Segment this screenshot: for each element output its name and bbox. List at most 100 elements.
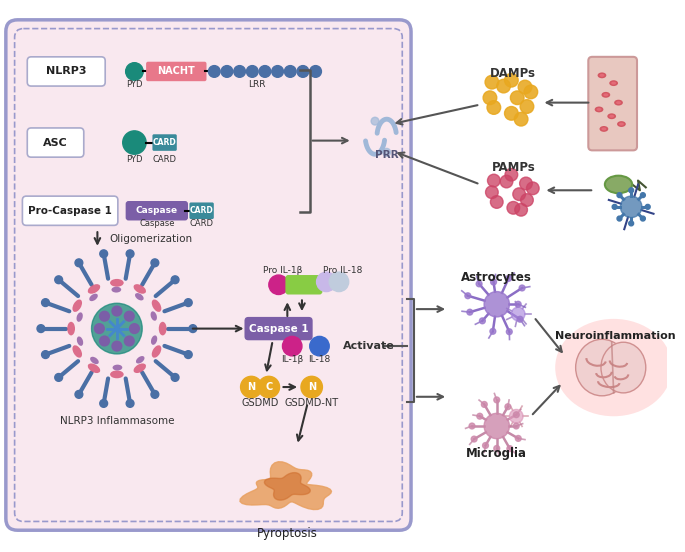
Ellipse shape <box>67 322 75 336</box>
Circle shape <box>527 182 539 195</box>
Circle shape <box>126 250 134 258</box>
Text: Pro-Caspase 1: Pro-Caspase 1 <box>28 206 112 216</box>
Circle shape <box>240 376 262 398</box>
Circle shape <box>629 188 634 193</box>
Text: Caspase 1: Caspase 1 <box>249 323 308 333</box>
Ellipse shape <box>88 284 100 294</box>
Circle shape <box>316 272 336 291</box>
Text: PRR: PRR <box>375 150 399 160</box>
Ellipse shape <box>134 363 146 373</box>
Circle shape <box>506 329 512 335</box>
Circle shape <box>500 175 513 188</box>
Text: PYD: PYD <box>126 79 142 89</box>
Polygon shape <box>240 461 332 509</box>
Circle shape <box>517 316 523 322</box>
Ellipse shape <box>575 339 628 396</box>
Ellipse shape <box>152 300 162 312</box>
Circle shape <box>484 291 510 317</box>
FancyBboxPatch shape <box>23 196 118 225</box>
Text: Pro IL-1β: Pro IL-1β <box>263 266 302 275</box>
Circle shape <box>95 323 104 333</box>
Circle shape <box>640 216 645 221</box>
FancyBboxPatch shape <box>153 134 177 151</box>
Circle shape <box>123 131 146 154</box>
Circle shape <box>469 423 475 429</box>
Circle shape <box>629 221 634 226</box>
Text: IL-18: IL-18 <box>308 355 331 364</box>
Circle shape <box>507 201 520 214</box>
Ellipse shape <box>112 286 121 293</box>
Ellipse shape <box>152 345 162 358</box>
Circle shape <box>477 413 483 419</box>
Circle shape <box>617 193 622 198</box>
Circle shape <box>75 259 83 267</box>
Ellipse shape <box>616 101 621 104</box>
Text: Pro IL-18: Pro IL-18 <box>323 266 363 275</box>
Circle shape <box>471 436 477 442</box>
Ellipse shape <box>605 176 632 193</box>
Text: PAMPs: PAMPs <box>491 161 535 174</box>
Circle shape <box>171 276 179 284</box>
Text: Oligomerization: Oligomerization <box>109 234 192 244</box>
Circle shape <box>467 309 473 315</box>
Ellipse shape <box>601 342 646 393</box>
Circle shape <box>112 306 122 316</box>
Ellipse shape <box>617 121 626 127</box>
Circle shape <box>151 259 159 267</box>
Circle shape <box>520 177 532 190</box>
Ellipse shape <box>597 108 601 111</box>
Circle shape <box>617 216 622 221</box>
Circle shape <box>515 301 521 307</box>
Ellipse shape <box>110 279 124 286</box>
Ellipse shape <box>556 319 672 416</box>
Circle shape <box>55 374 62 381</box>
Text: Pyroptosis: Pyroptosis <box>257 527 318 540</box>
Ellipse shape <box>89 294 98 301</box>
Ellipse shape <box>609 115 614 118</box>
Circle shape <box>259 66 271 77</box>
Ellipse shape <box>597 72 606 78</box>
Ellipse shape <box>112 365 123 370</box>
Text: NLRP3 Inflammasome: NLRP3 Inflammasome <box>60 416 174 426</box>
Circle shape <box>476 281 482 287</box>
Circle shape <box>612 204 617 209</box>
Circle shape <box>208 66 220 77</box>
Ellipse shape <box>73 345 82 358</box>
Ellipse shape <box>151 336 158 345</box>
Circle shape <box>129 323 139 333</box>
FancyBboxPatch shape <box>286 275 323 295</box>
Circle shape <box>482 401 487 407</box>
Circle shape <box>99 336 110 346</box>
Ellipse shape <box>110 370 124 378</box>
Circle shape <box>483 91 497 104</box>
FancyBboxPatch shape <box>27 57 105 86</box>
Circle shape <box>126 400 134 407</box>
Circle shape <box>520 100 534 113</box>
Circle shape <box>490 279 497 285</box>
FancyBboxPatch shape <box>588 57 637 150</box>
Circle shape <box>184 351 192 358</box>
Circle shape <box>42 299 49 306</box>
Ellipse shape <box>90 357 99 364</box>
Circle shape <box>507 445 513 452</box>
Circle shape <box>100 250 108 258</box>
Ellipse shape <box>619 123 624 125</box>
Circle shape <box>490 328 496 335</box>
Text: IL-1β: IL-1β <box>281 355 303 364</box>
Circle shape <box>269 275 288 295</box>
Ellipse shape <box>77 312 83 322</box>
Circle shape <box>513 188 525 200</box>
Circle shape <box>184 299 192 306</box>
Ellipse shape <box>135 293 144 300</box>
Text: C: C <box>265 382 273 392</box>
Text: CARD: CARD <box>153 155 177 163</box>
Ellipse shape <box>595 107 603 113</box>
Circle shape <box>621 196 642 217</box>
Ellipse shape <box>599 126 608 132</box>
Circle shape <box>99 311 110 321</box>
Circle shape <box>505 107 518 120</box>
Circle shape <box>301 376 323 398</box>
FancyBboxPatch shape <box>6 20 411 530</box>
Circle shape <box>505 168 518 181</box>
Circle shape <box>75 390 83 399</box>
